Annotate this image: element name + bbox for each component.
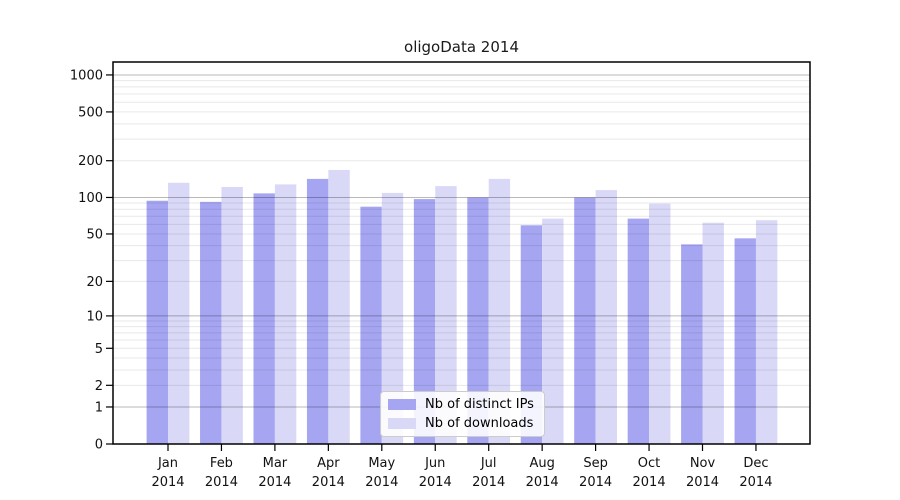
bar-distinct-ips-mar [253,193,275,444]
x-tick-label-year: 2014 [686,475,719,490]
x-tick-label-year: 2014 [472,475,505,490]
bar-downloads-jan [168,182,190,445]
bar-distinct-ips-sep [574,197,596,444]
legend-swatch-downloads-icon [388,418,416,430]
x-tick-label-month: Jul [480,456,497,471]
y-tick-label: 100 [78,191,103,206]
x-tick-label-month: Aug [529,456,554,471]
y-tick-label: 500 [78,105,103,120]
y-tick-label: 10 [86,309,103,324]
x-tick-label-year: 2014 [526,475,559,490]
y-tick-label: 5 [95,342,103,357]
x-tick-label-year: 2014 [365,475,398,490]
y-tick-label: 1000 [70,68,103,83]
x-tick-label-month: Jan [157,456,178,471]
bar-distinct-ips-aug [520,225,543,444]
y-tick-label: 20 [86,275,103,290]
x-tick-label-year: 2014 [312,475,345,490]
y-tick-label: 1 [95,400,103,415]
x-tick-label-month: Mar [263,456,288,471]
legend-item-downloads: Nb of downloads [388,416,544,431]
bar-distinct-ips-apr [306,178,329,444]
x-tick-label-year: 2014 [419,475,452,490]
bar-downloads-nov [702,222,724,444]
bar-distinct-ips-may [360,206,382,444]
x-tick-label-year: 2014 [258,475,291,490]
x-tick-label-month: Sep [583,456,608,471]
legend-label-distinct-ips: Nb of distinct IPs [425,396,534,412]
bar-downloads-mar [274,184,297,444]
x-tick-label-month: Feb [210,456,233,471]
x-tick-label-month: Nov [690,456,716,471]
x-tick-label-year: 2014 [579,475,612,490]
bar-distinct-ips-dec [734,238,756,444]
bar-distinct-ips-jul [467,197,489,444]
bar-distinct-ips-nov [681,244,703,444]
x-tick-label-year: 2014 [633,475,666,490]
bar-downloads-jun [435,186,457,444]
chart-title: oligoData 2014 [404,38,519,56]
y-tick-label: 50 [86,227,103,242]
bar-downloads-jul [488,178,511,444]
bar-downloads-sep [595,190,617,444]
bar-distinct-ips-oct [627,218,650,444]
bar-downloads-dec [755,220,778,444]
bar-downloads-apr [328,169,350,444]
bar-downloads-aug [542,218,564,444]
bar-downloads-feb [221,186,243,445]
bar-distinct-ips-jun [413,199,436,444]
bar-distinct-ips-jan [146,200,168,444]
x-tick-label-month: Dec [743,456,768,471]
y-tick-label: 2 [95,379,103,394]
x-tick-label-year: 2014 [739,475,772,490]
legend-label-downloads: Nb of downloads [425,416,534,432]
plot-border [112,61,811,445]
y-tick-label: 200 [78,154,103,169]
bar-downloads-may [381,192,404,444]
bar-downloads-oct [649,203,671,444]
legend: Nb of distinct IPs Nb of downloads [380,391,545,437]
x-tick-label-month: Apr [317,456,340,471]
x-tick-label-year: 2014 [205,475,238,490]
x-tick-label-month: Oct [638,456,660,471]
legend-item-distinct-ips: Nb of distinct IPs [388,397,544,412]
legend-swatch-distinct-ips-icon [388,398,416,410]
x-tick-label-month: Jun [424,456,445,471]
x-tick-label-year: 2014 [151,475,184,490]
y-tick-label: 0 [95,438,103,453]
bar-distinct-ips-feb [200,201,222,444]
x-tick-label-month: May [368,456,395,471]
